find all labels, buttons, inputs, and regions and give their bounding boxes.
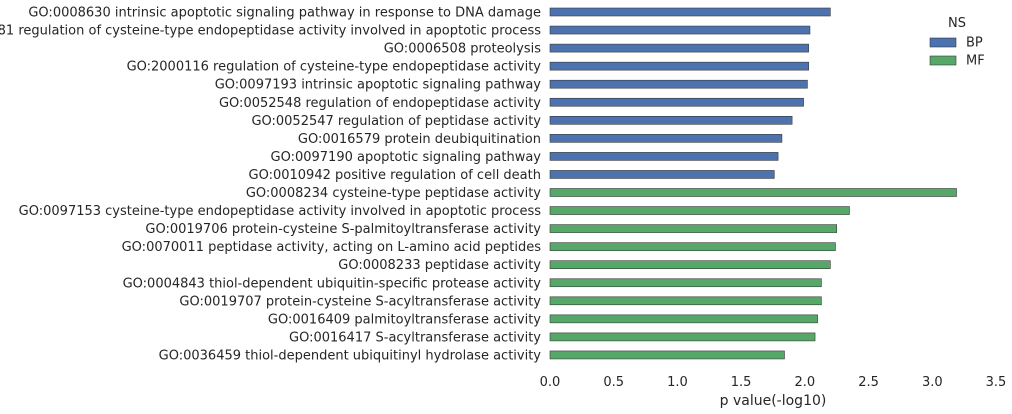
bar-bp: [549, 25, 811, 35]
category-label: GO:0016409 palmitoyltransferase activity: [268, 312, 541, 327]
category-label: GO:0008234 cysteine-type peptidase activ…: [246, 186, 541, 201]
x-tick-label: 2.5: [858, 375, 879, 390]
bar-mf: [549, 296, 822, 306]
category-label: GO:0052548 regulation of endopeptidase a…: [219, 96, 541, 111]
legend-title: NS: [948, 16, 966, 31]
x-axis-label: p value(-log10): [720, 393, 827, 409]
category-label: GO:0008233 peptidase activity: [338, 258, 541, 273]
bars-group: [549, 7, 957, 360]
bar-mf: [549, 224, 838, 233]
category-label: GO:0004843 thiol-dependent ubiquitin-spe…: [123, 276, 542, 291]
x-tick-labels-group: 0.0 0.5 1.0 1.5 2.0 2.5 3.0 3.5: [540, 375, 1007, 390]
x-tick-label: 0.5: [603, 375, 624, 390]
bar-mf: [549, 278, 822, 288]
bar-bp: [549, 152, 779, 161]
category-label: GO:0006508 proteolysis: [384, 42, 541, 57]
category-label: GO:0097193 intrinsic apoptotic signaling…: [215, 78, 542, 93]
category-label: GO:0097153 cysteine-type endopeptidase a…: [19, 204, 542, 219]
category-label: GO:0052547 regulation of peptidase activ…: [251, 114, 541, 129]
category-label: GO:0016417 S-acyltransferase activity: [289, 330, 541, 345]
bar-bp: [549, 97, 804, 107]
category-label: GO:2000116 regulation of cysteine-type e…: [127, 60, 542, 75]
legend: NS BP MF: [929, 16, 985, 69]
category-label: GO:0097190 apoptotic signaling pathway: [271, 150, 542, 165]
category-label: GO:0043281 regulation of cysteine-type e…: [0, 24, 541, 39]
bar-bp: [549, 134, 783, 143]
bar-bp: [549, 7, 831, 17]
x-tick-label: 1.5: [731, 375, 752, 390]
category-label: GO:0019707 protein-cysteine S-acyltransf…: [179, 294, 541, 309]
x-tick-label: 1.0: [667, 375, 688, 390]
category-label: GO:0008630 intrinsic apoptotic signaling…: [28, 6, 541, 21]
bar-mf: [549, 260, 831, 270]
x-tick-label: 3.0: [922, 375, 943, 390]
bar-bp: [549, 116, 793, 125]
category-labels-group: GO:0008630 intrinsic apoptotic signaling…: [0, 6, 541, 364]
bar-bp: [549, 43, 809, 53]
legend-swatch-bp: [929, 37, 957, 48]
bar-mf: [549, 332, 816, 342]
legend-label-bp: BP: [966, 36, 983, 51]
category-label: GO:0010942 positive regulation of cell d…: [249, 168, 542, 183]
legend-entries: BP MF: [929, 36, 985, 69]
x-tick-label: 2.0: [795, 375, 816, 390]
bar-mf: [549, 314, 818, 324]
category-label: GO:0016579 protein deubiquitination: [298, 132, 541, 147]
bar-mf: [549, 242, 836, 251]
bar-bp: [549, 61, 809, 71]
category-label: GO:0036459 thiol-dependent ubiquitinyl h…: [159, 348, 542, 363]
bar-bp: [549, 170, 775, 179]
x-tick-label: 3.5: [986, 375, 1007, 390]
bar-mf: [549, 350, 785, 360]
bar-bp: [549, 79, 808, 89]
bar-mf: [549, 188, 957, 197]
bar-mf: [549, 206, 850, 215]
category-label: GO:0070011 peptidase activity, acting on…: [122, 240, 542, 255]
x-tick-label: 0.0: [540, 375, 561, 390]
legend-swatch-mf: [929, 55, 957, 66]
legend-label-mf: MF: [966, 54, 985, 69]
category-label: GO:0019706 protein-cysteine S-palmitoylt…: [145, 222, 541, 237]
